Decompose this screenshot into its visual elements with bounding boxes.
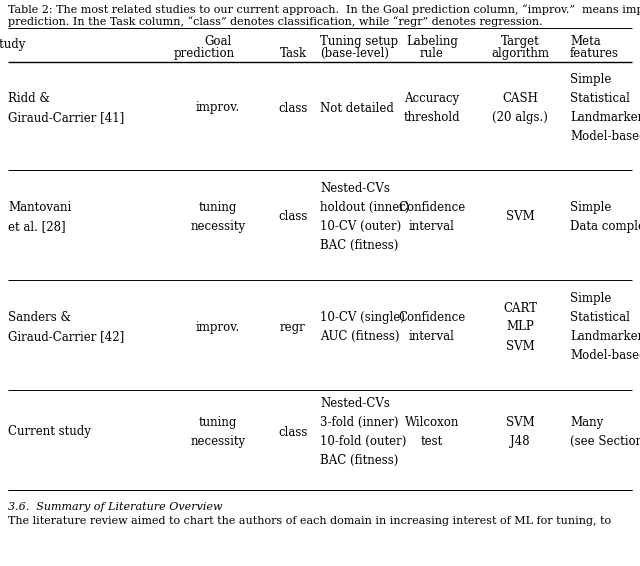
Text: Tuning setup: Tuning setup [320,35,398,48]
Text: Table 2: The most related studies to our current approach.  In the Goal predicti: Table 2: The most related studies to our… [8,4,640,15]
Text: Wilcoxon
test: Wilcoxon test [405,416,459,448]
Text: Confidence
interval: Confidence interval [398,201,466,233]
Text: Confidence
interval: Confidence interval [398,311,466,343]
Text: Sanders &
Giraud-Carrier [42]: Sanders & Giraud-Carrier [42] [8,311,124,343]
Text: CASH
(20 algs.): CASH (20 algs.) [492,92,548,124]
Text: (base-level): (base-level) [320,47,389,60]
Text: Task: Task [280,47,307,60]
Text: improv.: improv. [196,320,240,333]
Text: rule: rule [420,47,444,60]
Text: Study: Study [0,38,25,51]
Text: class: class [278,426,308,439]
Text: algorithm: algorithm [491,47,549,60]
Text: The literature review aimed to chart the authors of each domain in increasing in: The literature review aimed to chart the… [8,516,611,526]
Text: 10-CV (single)
AUC (fitness): 10-CV (single) AUC (fitness) [320,311,405,343]
Text: Ridd &
Giraud-Carrier [41]: Ridd & Giraud-Carrier [41] [8,92,124,124]
Text: prediction: prediction [173,47,235,60]
Text: Mantovani
et al. [28]: Mantovani et al. [28] [8,201,71,233]
Text: Meta: Meta [570,35,601,48]
Text: Goal: Goal [204,35,232,48]
Text: Current study: Current study [8,426,91,439]
Text: Labeling: Labeling [406,35,458,48]
Text: Simple
Statistical
Landmarkers
Model-based: Simple Statistical Landmarkers Model-bas… [570,73,640,143]
Text: class: class [278,101,308,114]
Text: improv.: improv. [196,101,240,114]
Text: prediction. In the Task column, “class” denotes classification, while “regr” den: prediction. In the Task column, “class” … [8,16,543,27]
Text: Accuracy
threshold: Accuracy threshold [404,92,460,124]
Text: Simple
Data complexity: Simple Data complexity [570,201,640,233]
Text: tuning
necessity: tuning necessity [191,416,246,448]
Text: Target: Target [500,35,540,48]
Text: SVM
J48: SVM J48 [506,416,534,448]
Text: CART
MLP
SVM: CART MLP SVM [503,302,537,353]
Text: Not detailed: Not detailed [320,101,394,114]
Text: features: features [570,47,619,60]
Text: tuning
necessity: tuning necessity [191,201,246,233]
Text: Nested-CVs
holdout (inner)
10-CV (outer)
BAC (fitness): Nested-CVs holdout (inner) 10-CV (outer)… [320,182,410,252]
Text: class: class [278,211,308,224]
Text: Simple
Statistical
Landmarkers
Model-based: Simple Statistical Landmarkers Model-bas… [570,292,640,362]
Text: regr: regr [280,320,306,333]
Text: Nested-CVs
3-fold (inner)
10-fold (outer)
BAC (fitness): Nested-CVs 3-fold (inner) 10-fold (outer… [320,397,406,467]
Text: 3.6.  Summary of Literature Overview: 3.6. Summary of Literature Overview [8,502,223,512]
Text: Many
(see Section 4.4): Many (see Section 4.4) [570,416,640,448]
Text: SVM: SVM [506,211,534,224]
